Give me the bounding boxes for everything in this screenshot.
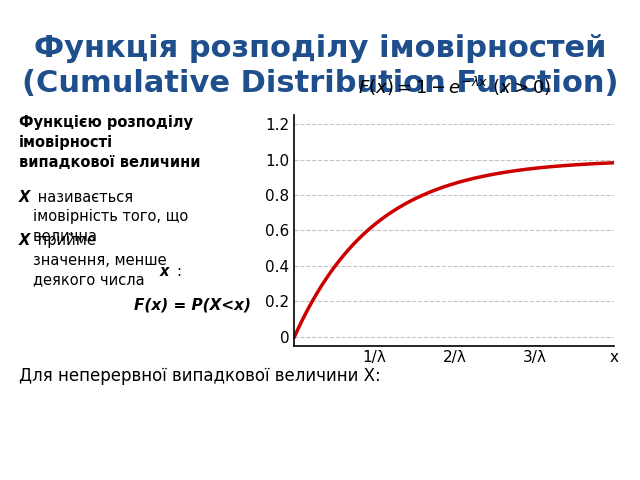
Text: X: X [19, 233, 31, 248]
Text: Для неперервної випадкової величини X:: Для неперервної випадкової величини X: [19, 367, 381, 385]
Text: прийме
значення, менше
деякого числа: прийме значення, менше деякого числа [33, 233, 167, 288]
Text: X: X [19, 190, 31, 204]
Text: x: x [160, 264, 170, 279]
Text: F(x) = P(X<x): F(x) = P(X<x) [134, 298, 252, 312]
Text: $F(x)=1-e^{-\lambda x}\ (x>0)$: $F(x)=1-e^{-\lambda x}\ (x>0)$ [358, 75, 551, 98]
Text: :: : [176, 264, 181, 279]
Text: Функція розподілу імовірностей
(Cumulative Distribution Function): Функція розподілу імовірностей (Cumulati… [22, 34, 618, 98]
Text: називається
імовірність того, що
велична: називається імовірність того, що велична [33, 190, 189, 244]
Text: Функцією розподілу
імовірності
випадкової величини: Функцією розподілу імовірності випадково… [19, 115, 201, 170]
